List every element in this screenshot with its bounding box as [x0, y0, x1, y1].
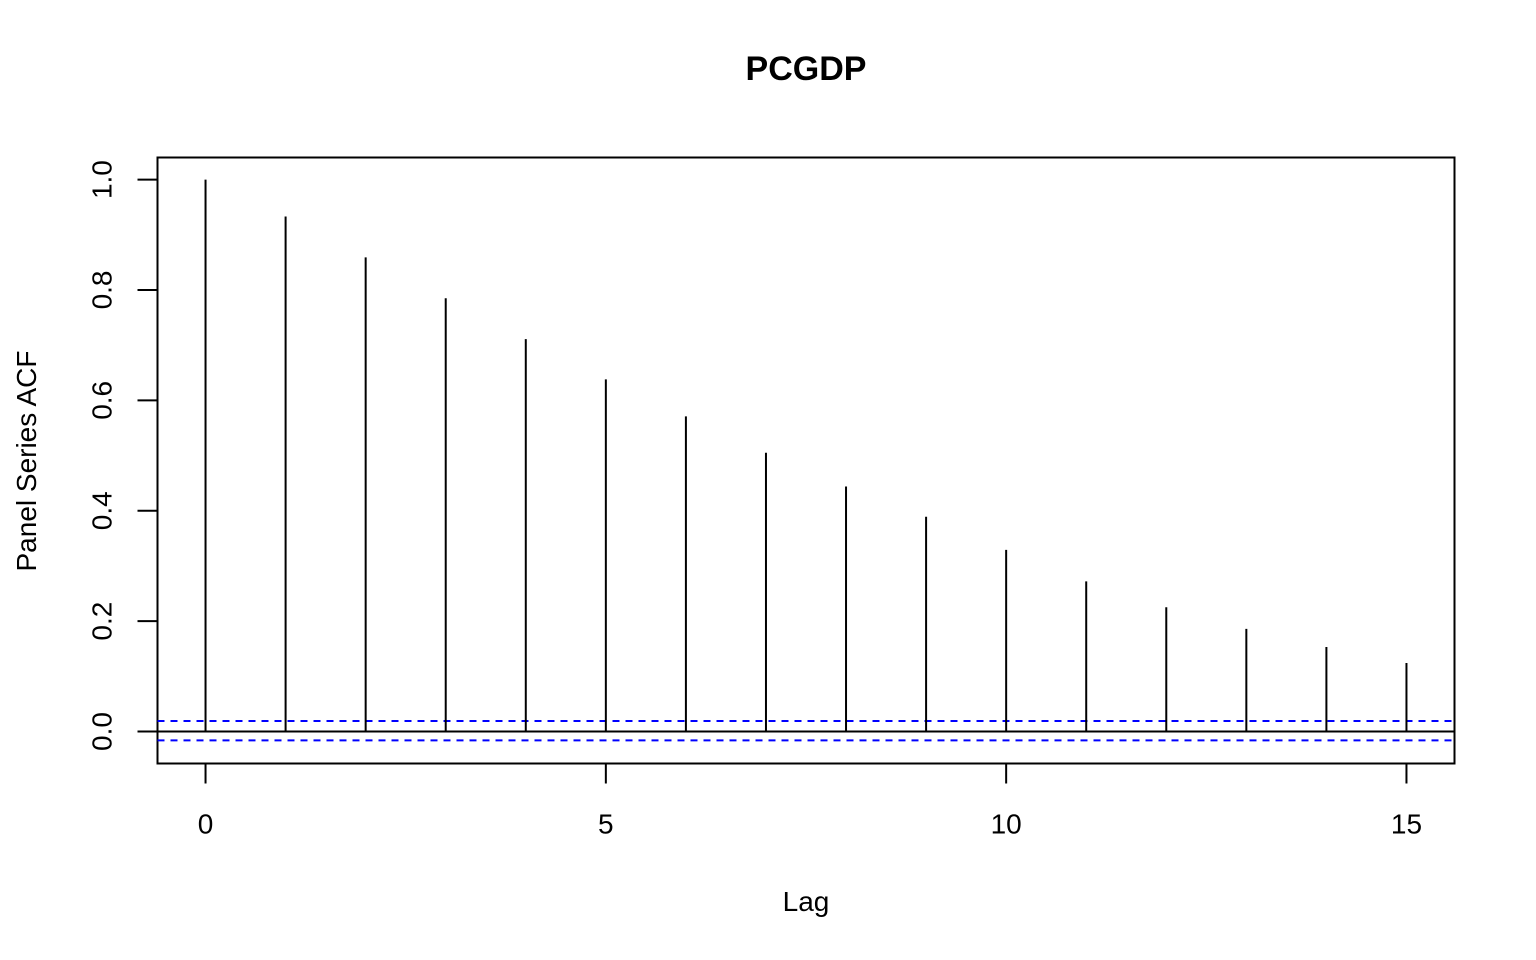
x-tick-label-0: 0: [198, 809, 214, 840]
y-tick-label-1: 1.0: [87, 160, 118, 199]
chart-marks: 0 5 10 15 0.0 0.2 0.4 0.6 0.8 1.0: [87, 160, 1455, 840]
plot-frame: [156, 156, 1456, 765]
x-tick-label-15: 15: [1391, 809, 1422, 840]
x-tick-label-10: 10: [991, 809, 1022, 840]
y-tick-label-0.8: 0.8: [87, 270, 118, 309]
chart-title: PCGDP: [746, 50, 867, 88]
y-axis-label: Panel Series ACF: [11, 351, 42, 572]
y-tick-label-0.6: 0.6: [87, 381, 118, 420]
x-axis-label: Lag: [783, 886, 830, 917]
x-tick-label-5: 5: [598, 809, 614, 840]
y-tick-label-0.4: 0.4: [87, 491, 118, 530]
y-tick-label-0.2: 0.2: [87, 602, 118, 641]
y-tick-label-0: 0.0: [87, 712, 118, 751]
